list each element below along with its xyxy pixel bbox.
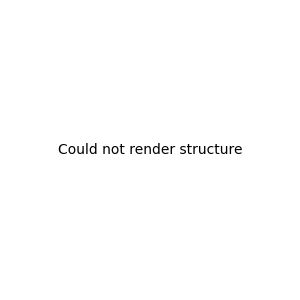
Text: Could not render structure: Could not render structure — [58, 143, 242, 157]
